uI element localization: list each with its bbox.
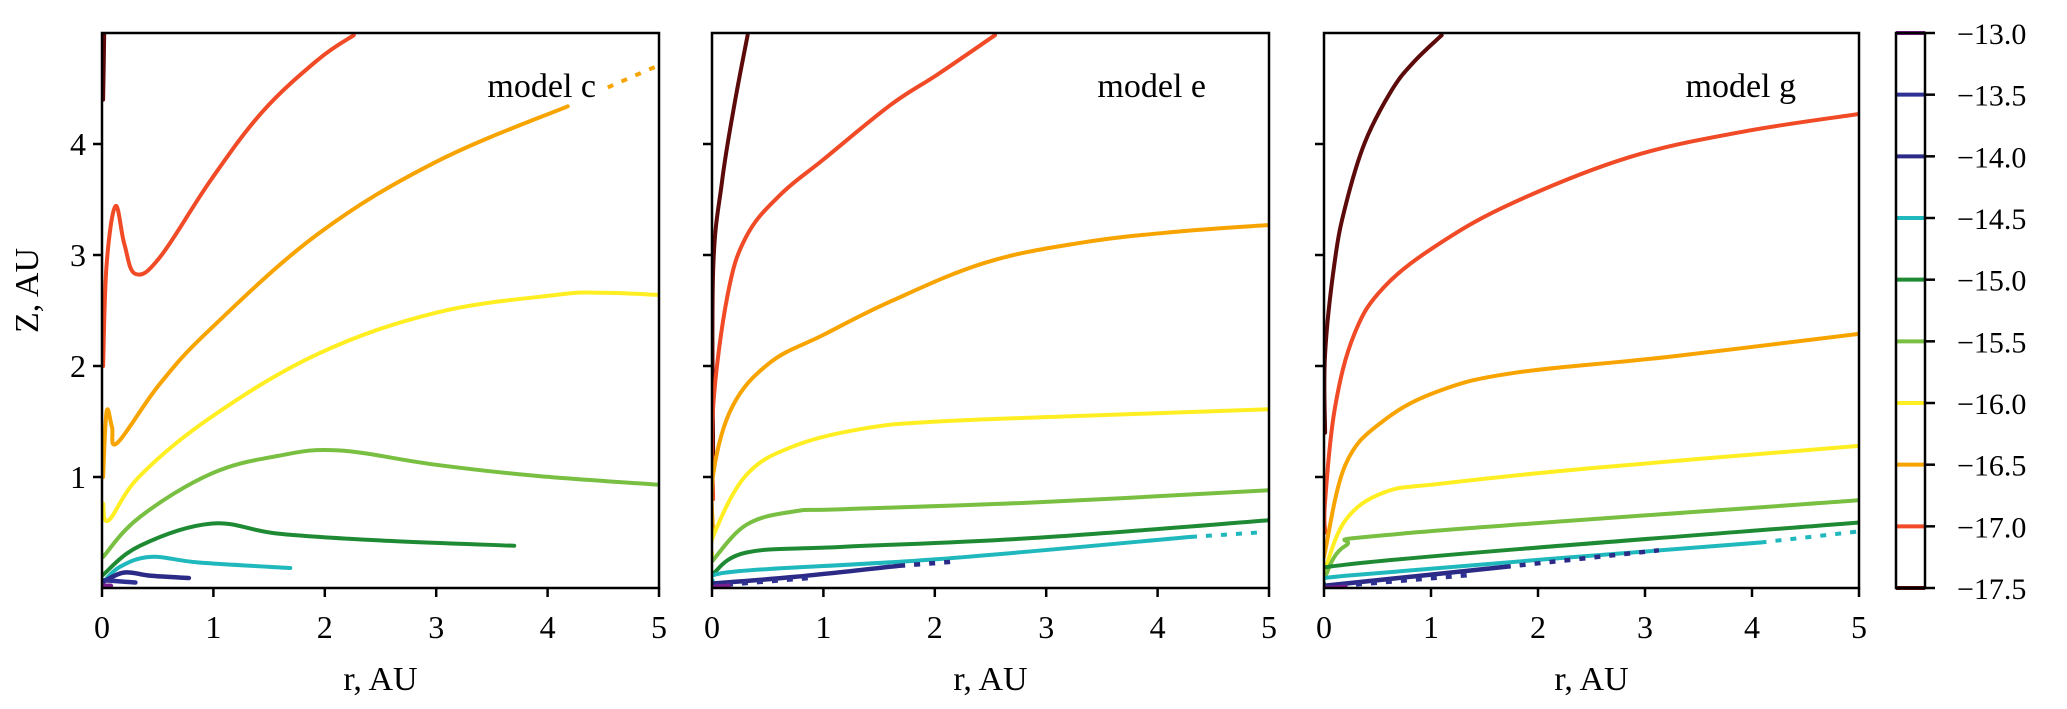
y-tick-label: 2: [70, 348, 86, 384]
panel-model-g: 0 1 2 3 4 5 r, AU model g: [1315, 31, 1867, 698]
colorbar-tick-label: −15.0: [1957, 265, 2026, 298]
contour--15.5: [1324, 498, 1859, 582]
contour--15.0: [1324, 520, 1859, 586]
y-axis-label: Z, AU: [9, 248, 46, 333]
axes-frame: [1322, 31, 1861, 590]
axes-frame: [710, 31, 1271, 590]
contour--16.0: [102, 290, 659, 524]
model-label: model c: [487, 68, 596, 105]
contour--17.5: [1324, 33, 1444, 435]
contour--17.5: [102, 33, 107, 102]
contour-lines: [712, 33, 1269, 588]
x-axis-label: r, AU: [953, 661, 1027, 698]
x-tick-label: 5: [1851, 609, 1867, 645]
x-tick-label: 1: [1423, 609, 1439, 645]
colorbar-tick-label: −13.5: [1957, 80, 2026, 113]
contour--16.5: [102, 104, 570, 479]
colorbar-tick-label: −14.5: [1957, 203, 2026, 236]
contour--16.5: [712, 223, 1269, 535]
contour-dotted--14.0: [1504, 548, 1660, 570]
contour--16.5: [1324, 331, 1859, 559]
y-tick-label: 4: [70, 126, 86, 162]
contour-lines: [1324, 33, 1859, 588]
x-tick-label: 2: [927, 609, 943, 645]
x-tick-label: 4: [1744, 609, 1760, 645]
x-tick-label: 0: [94, 609, 110, 645]
model-label: model e: [1097, 68, 1206, 105]
panel-model-c: 0 1 2 3 4 5 1 2 3 4 r, AU Z, AU model c: [9, 31, 667, 698]
x-axis-label: r, AU: [1554, 661, 1628, 698]
x-tick-label: 2: [317, 609, 333, 645]
contour--17.0: [712, 33, 997, 502]
colorbar-tick-label: −13.0: [1957, 18, 2026, 51]
contour--14.0: [102, 570, 192, 584]
x-tick-label: 2: [1530, 609, 1546, 645]
colorbar-tick-label: −16.5: [1957, 450, 2026, 483]
x-tick-label: 1: [815, 609, 831, 645]
contour--14.5: [712, 534, 1193, 584]
contour--16.0: [1324, 443, 1859, 575]
contour--15.0: [712, 518, 1269, 577]
colorbar-frame: [1894, 31, 1927, 590]
x-tick-label: 3: [1637, 609, 1653, 645]
x-tick-label: 0: [1316, 609, 1332, 645]
colorbar-tick-label: −17.0: [1957, 511, 2026, 544]
contour-dotted--14.0: [899, 559, 958, 569]
colorbar-tick-label: −14.0: [1957, 141, 2026, 174]
contour--15.0: [102, 521, 517, 578]
colorbar-tick-label: −16.0: [1957, 388, 2026, 421]
x-tick-label: 5: [1261, 609, 1277, 645]
x-tick-label: 3: [428, 609, 444, 645]
contour--17.0: [1324, 112, 1859, 535]
x-tick-label: 5: [651, 609, 667, 645]
contour--13.5: [102, 577, 138, 585]
contour--15.5: [102, 447, 659, 559]
contour--14.0: [1324, 564, 1508, 588]
x-axis-label: r, AU: [343, 661, 417, 698]
contour-dotted--16.5: [607, 63, 659, 90]
contour--14.5: [1324, 540, 1763, 587]
x-tick-label: 3: [1038, 609, 1054, 645]
contour-dotted--14.5: [1760, 529, 1859, 545]
contour-dotted--13.5: [712, 575, 810, 588]
contour--13.0: [712, 583, 731, 588]
x-tick-label: 1: [205, 609, 221, 645]
colorbar: −13.0 −13.5 −14.0 −14.5 −15.0 −15.5 −16.0 −16.5…: [1894, 18, 2026, 606]
contour--14.5: [102, 554, 293, 586]
x-tick-label: 4: [1150, 609, 1166, 645]
contour-dotted--14.5: [1190, 530, 1259, 539]
y-tick-label: 3: [70, 237, 86, 273]
contour--16.0: [712, 407, 1269, 557]
panel-model-e: 0 1 2 3 4 5 r, AU model e: [703, 31, 1277, 698]
colorbar-tick-label: −17.5: [1957, 573, 2026, 606]
contour--17.0: [102, 33, 356, 368]
x-tick-label: 4: [540, 609, 556, 645]
contour--15.5: [712, 488, 1269, 564]
model-label: model g: [1686, 68, 1796, 105]
contour-lines: [102, 33, 659, 588]
colorbar-tick-label: −15.5: [1957, 326, 2026, 359]
axes-frame: [100, 31, 661, 590]
y-tick-label: 1: [70, 459, 86, 495]
contour-dotted--13.5: [1325, 572, 1474, 588]
x-tick-label: 0: [704, 609, 720, 645]
